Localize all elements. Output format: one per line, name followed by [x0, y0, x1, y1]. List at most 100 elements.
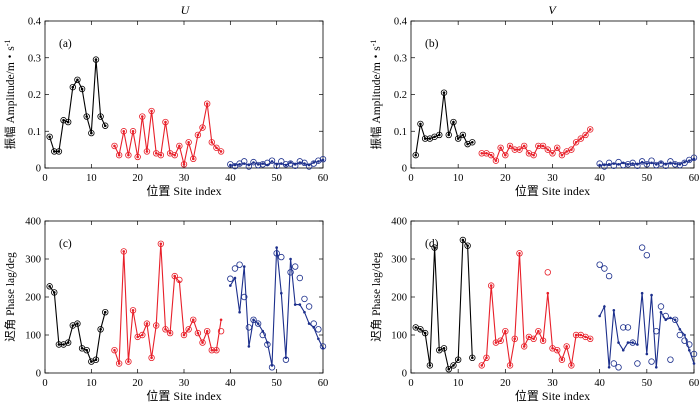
data-point-dot — [76, 78, 79, 82]
data-point-circle — [653, 161, 660, 169]
data-point-dot — [71, 85, 75, 89]
data-point-circle — [143, 320, 151, 327]
data-point-dot — [626, 163, 630, 166]
data-point-dot — [428, 364, 432, 367]
data-point-circle — [667, 158, 674, 165]
data-point-dot — [233, 163, 237, 167]
data-point-circle — [46, 133, 53, 140]
data-point-dot — [551, 152, 554, 155]
data-point-dot — [433, 135, 436, 139]
series-black — [412, 89, 476, 159]
y-tick-label: 400 — [391, 217, 407, 228]
data-point-dot — [52, 150, 56, 153]
data-point-circle — [634, 162, 641, 169]
series-line — [415, 238, 473, 371]
data-point-dot — [238, 163, 241, 166]
data-point-dot — [122, 129, 126, 133]
data-point-circle — [148, 354, 155, 361]
data-point-circle — [78, 85, 86, 93]
x-tick-label: 10 — [453, 378, 464, 389]
data-point-dot — [617, 341, 620, 344]
data-point-dot — [201, 126, 204, 129]
data-point-dot — [196, 331, 200, 335]
data-point-dot — [210, 348, 214, 352]
data-point-dot — [555, 146, 559, 150]
data-point-circle — [563, 343, 570, 350]
x-tick-label: 40 — [594, 378, 605, 389]
data-point-dot — [504, 153, 507, 157]
data-point-dot — [131, 309, 135, 312]
data-point-dot — [636, 343, 639, 346]
x-tick-label: 0 — [408, 173, 413, 184]
data-point-dot — [527, 335, 531, 339]
y-tick-label: 0.3 — [394, 53, 407, 64]
data-point-circle — [315, 326, 322, 333]
title-u: U — [181, 3, 191, 17]
data-point-dot — [687, 159, 691, 162]
y-tick-label: 0.1 — [394, 127, 407, 138]
data-point-dot — [607, 163, 611, 166]
data-point-dot — [687, 348, 691, 352]
data-point-dot — [570, 364, 573, 367]
data-point-dot — [522, 144, 526, 148]
x-tick-label: 10 — [86, 378, 97, 389]
data-point-circle — [102, 122, 109, 129]
data-point-circle — [681, 159, 688, 167]
data-point-dot — [57, 343, 61, 346]
data-point-dot — [159, 153, 163, 157]
data-point-circle — [176, 142, 183, 150]
data-point-dot — [303, 310, 306, 314]
y-tick-label: 200 — [25, 293, 41, 304]
data-point-dot — [205, 329, 209, 333]
data-point-dot — [136, 155, 139, 159]
data-point-dot — [168, 152, 172, 155]
data-point-circle — [268, 364, 276, 371]
data-point-dot — [48, 285, 51, 288]
data-point-circle — [615, 364, 622, 371]
y-tick-label: 300 — [391, 255, 407, 266]
data-point-dot — [247, 345, 251, 348]
data-point-circle — [245, 163, 253, 170]
data-point-dot — [442, 91, 446, 94]
data-point-circle — [190, 316, 197, 323]
data-point-circle — [577, 135, 584, 142]
data-point-dot — [584, 133, 587, 137]
x-tick-label: 50 — [642, 173, 653, 184]
y-axis-label: 振幅 Amplitude/m・s-1 — [369, 40, 383, 150]
data-point-dot — [303, 162, 306, 165]
data-point-dot — [471, 356, 474, 360]
data-point-circle — [445, 131, 452, 139]
data-point-circle — [305, 303, 313, 310]
data-point-dot — [71, 324, 75, 327]
y-tick-label: 0.2 — [394, 90, 407, 101]
data-point-circle — [544, 269, 551, 276]
data-point-circle — [74, 320, 81, 327]
data-point-circle — [97, 326, 104, 333]
data-point-circle — [671, 316, 679, 323]
data-point-circle — [601, 265, 608, 272]
data-point-circle — [454, 135, 462, 142]
data-point-circle — [487, 282, 495, 289]
data-point-dot — [275, 246, 278, 249]
data-point-circle — [502, 151, 509, 159]
data-point-circle — [83, 113, 90, 120]
data-point-circle — [421, 135, 429, 142]
data-point-circle — [426, 362, 434, 369]
data-point-circle — [431, 244, 438, 251]
x-tick-label: 40 — [594, 173, 605, 184]
data-point-dot — [233, 276, 237, 280]
data-point-dot — [94, 58, 98, 61]
data-point-circle — [190, 155, 197, 163]
data-point-circle — [615, 158, 622, 166]
data-point-dot — [182, 333, 186, 337]
x-tick-label: 40 — [225, 378, 236, 389]
data-point-circle — [417, 120, 424, 128]
data-point-circle — [115, 360, 123, 367]
data-point-dot — [261, 162, 265, 165]
data-point-circle — [690, 350, 698, 358]
data-point-dot — [588, 337, 592, 341]
data-point-dot — [293, 163, 297, 166]
data-point-dot — [229, 284, 232, 287]
x-tick-label: 0 — [408, 378, 413, 389]
series-red — [478, 250, 594, 369]
